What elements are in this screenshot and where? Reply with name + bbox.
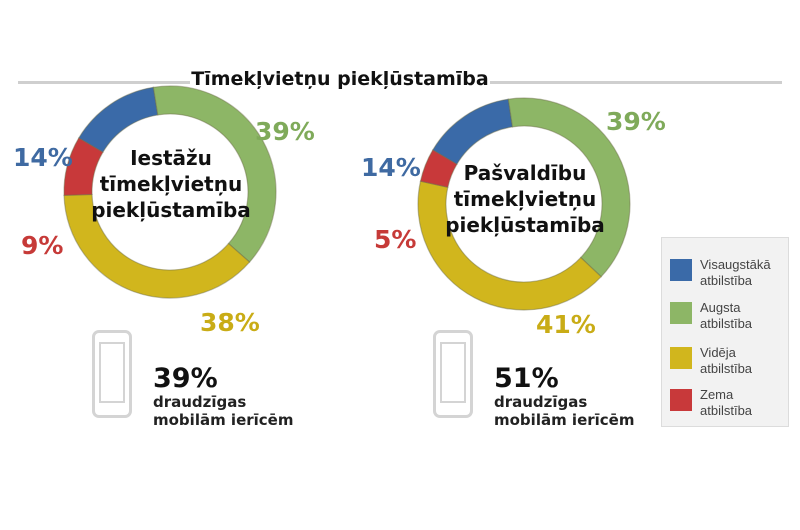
center-label-line: tīmekļvietņu <box>99 172 243 196</box>
mobile-text-line: mobilām ierīcēm <box>494 411 635 429</box>
legend-label: atbilstība <box>700 403 753 418</box>
center-label-line: tīmekļvietņu <box>453 187 597 211</box>
legend-swatch <box>670 259 692 281</box>
mobile-text-line: draudzīgas <box>494 393 588 411</box>
legend-label: atbilstība <box>700 273 753 288</box>
center-label-line: Pašvaldību <box>463 161 587 185</box>
mobile-friendly-percent: 51% <box>494 363 559 394</box>
donut-center-label-iestazu: Iestāžu tīmekļvietņu piekļūstamība <box>86 145 256 223</box>
data-label-augsta: 39% <box>606 107 666 136</box>
center-label-line: Iestāžu <box>130 146 212 170</box>
legend: Visaugstākā atbilstība Augsta atbilstība… <box>661 237 789 427</box>
data-label-visaugstaka: 14% <box>13 143 73 172</box>
page-title: Tīmekļvietņu piekļūstamība <box>190 68 490 90</box>
mobile-text-line: mobilām ierīcēm <box>153 411 294 429</box>
phone-icon <box>433 330 473 418</box>
title-rule-right <box>460 81 782 84</box>
legend-label: Augsta <box>700 300 741 315</box>
data-label-zema: 9% <box>21 231 64 260</box>
legend-swatch <box>670 302 692 324</box>
legend-swatch <box>670 347 692 369</box>
phone-icon <box>92 330 132 418</box>
mobile-text-line: draudzīgas <box>153 393 247 411</box>
data-label-videja: 41% <box>536 310 596 339</box>
donut-segment-videja <box>417 180 602 311</box>
data-label-videja: 38% <box>200 308 260 337</box>
mobile-friendly-text: draudzīgas mobilām ierīcēm <box>494 393 634 429</box>
data-label-visaugstaka: 14% <box>361 153 421 182</box>
legend-label: Zema <box>700 387 734 402</box>
mobile-friendly-percent: 39% <box>153 363 218 394</box>
center-label-line: piekļūstamība <box>445 213 605 237</box>
data-label-augsta: 39% <box>255 117 315 146</box>
donut-segment-augsta <box>507 97 631 278</box>
donut-segment-visaugstaka <box>431 98 514 166</box>
legend-label: Vidēja <box>700 345 736 360</box>
donut-center-label-pasvaldibu: Pašvaldību tīmekļvietņu piekļūstamība <box>440 160 610 238</box>
donut-segment-visaugstaka <box>77 86 159 154</box>
mobile-friendly-text: draudzīgas mobilām ierīcēm <box>153 393 293 429</box>
donut-segment-videja <box>63 193 251 299</box>
center-label-line: piekļūstamība <box>91 198 251 222</box>
legend-label: Visaugstākā <box>700 257 771 272</box>
donut-segment-zema <box>419 149 458 188</box>
legend-swatch <box>670 389 692 411</box>
legend-label: atbilstība <box>700 361 753 376</box>
legend-label: atbilstība <box>700 316 753 331</box>
donut-segment-augsta <box>152 85 277 263</box>
data-label-zema: 5% <box>374 225 417 254</box>
donut-segment-zema <box>63 137 104 196</box>
title-rule-left <box>18 81 218 84</box>
